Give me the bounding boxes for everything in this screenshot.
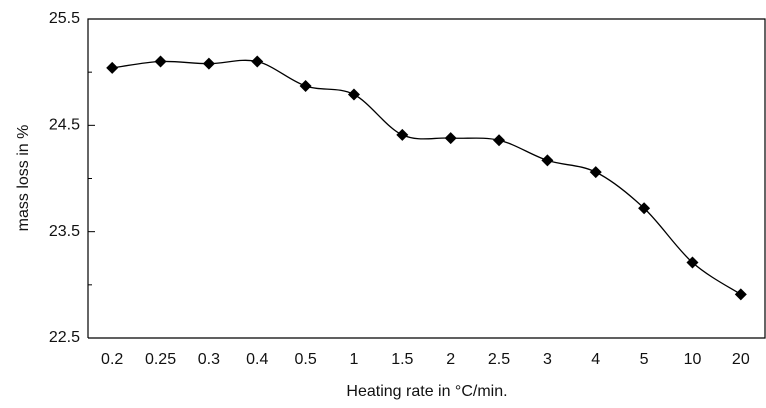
y-tick-label: 24.5	[49, 117, 80, 134]
marker	[396, 128, 409, 141]
marker	[202, 57, 215, 70]
marker	[734, 288, 747, 301]
marker	[541, 154, 554, 167]
x-tick-label: 4	[591, 351, 600, 368]
x-tick-label: 1	[350, 351, 359, 368]
x-tick-label: 5	[640, 351, 649, 368]
y-tick-label: 22.5	[49, 329, 80, 346]
plot-frame	[87, 18, 766, 339]
marker	[686, 256, 699, 269]
marker	[106, 61, 119, 74]
marker	[251, 55, 264, 68]
line	[112, 59, 742, 295]
x-tick-label: 3	[543, 351, 552, 368]
x-tick-label: 0.3	[198, 351, 220, 368]
x-tick-label: 10	[684, 351, 702, 368]
marker	[589, 166, 602, 179]
y-axis-title: mass loss in %	[15, 125, 32, 232]
x-tick-label: 2.5	[488, 351, 510, 368]
x-tick-label: 20	[732, 351, 750, 368]
x-tick-label: 0.25	[145, 351, 176, 368]
marker	[444, 132, 457, 145]
x-tick-label: 1.5	[391, 351, 413, 368]
x-axis-title: Heating rate in °C/min.	[346, 383, 507, 400]
marker	[347, 88, 360, 101]
x-tick-label: 2	[446, 351, 455, 368]
x-tick-label: 0.4	[246, 351, 268, 368]
y-tick-label: 23.5	[49, 223, 80, 240]
marker	[493, 134, 506, 147]
x-tick-label: 0.2	[101, 351, 123, 368]
marker	[299, 79, 312, 92]
marker	[154, 55, 167, 68]
y-tick-label: 25.5	[49, 10, 80, 27]
marker	[638, 202, 651, 215]
x-tick-label: 0.5	[294, 351, 316, 368]
